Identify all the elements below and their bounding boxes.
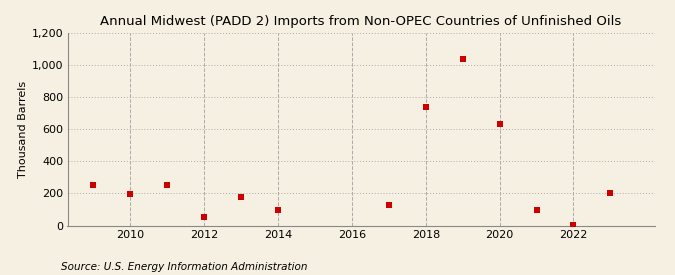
Title: Annual Midwest (PADD 2) Imports from Non-OPEC Countries of Unfinished Oils: Annual Midwest (PADD 2) Imports from Non… <box>101 15 622 28</box>
Text: Source: U.S. Energy Information Administration: Source: U.S. Energy Information Administ… <box>61 262 307 272</box>
Y-axis label: Thousand Barrels: Thousand Barrels <box>18 81 28 178</box>
